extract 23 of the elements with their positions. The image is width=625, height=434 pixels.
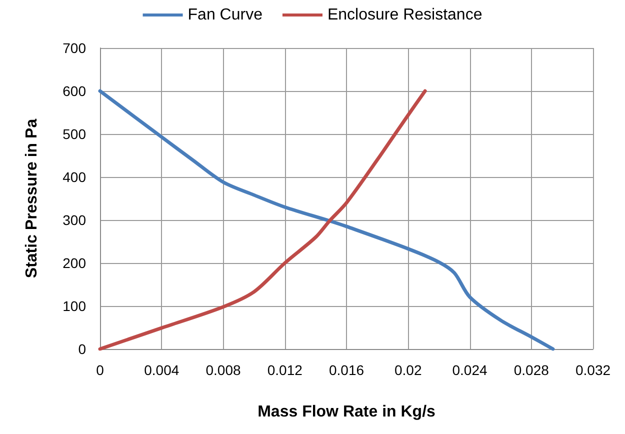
y-tick-label: 500 bbox=[62, 126, 86, 142]
legend-label: Fan Curve bbox=[188, 6, 263, 24]
y-tick-label: 700 bbox=[62, 40, 86, 56]
x-tick-label: 0 bbox=[96, 362, 104, 378]
y-tick-label: 100 bbox=[62, 298, 86, 314]
y-axis-title: Static Pressure in Pa bbox=[24, 118, 40, 278]
x-tick-label: 0.016 bbox=[328, 362, 364, 378]
y-tick-label: 200 bbox=[62, 255, 86, 271]
y-tick-label: 300 bbox=[62, 212, 86, 228]
line-series bbox=[98, 89, 555, 351]
x-tick-label: 0.028 bbox=[514, 362, 550, 378]
x-axis-title: Mass Flow Rate in Kg/s bbox=[258, 404, 436, 420]
x-tick-label: 0.032 bbox=[575, 362, 611, 378]
line-series bbox=[98, 89, 427, 351]
y-tick-label: 0 bbox=[78, 341, 86, 357]
y-tick-label: 600 bbox=[62, 83, 86, 99]
legend-label: Enclosure Resistance bbox=[327, 6, 482, 24]
x-tick-label: 0.012 bbox=[267, 362, 303, 378]
y-tick-label: 400 bbox=[62, 169, 86, 185]
x-tick-label: 0.004 bbox=[144, 362, 180, 378]
x-tick-label: 0.008 bbox=[206, 362, 241, 378]
x-tick-label: 0.024 bbox=[452, 362, 488, 378]
x-tick-label: 0.02 bbox=[394, 362, 422, 378]
